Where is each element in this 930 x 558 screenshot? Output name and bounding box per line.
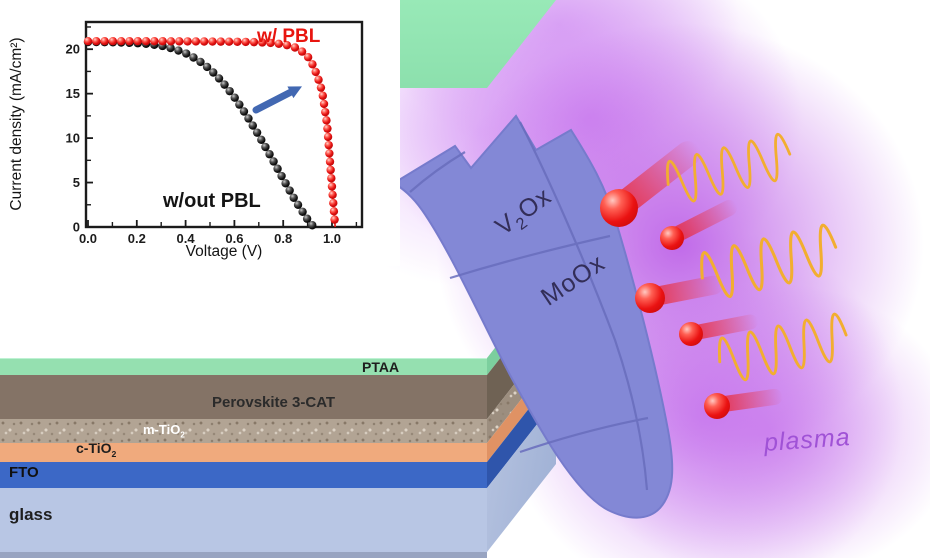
layer-label-ptaa: PTAA xyxy=(362,359,400,375)
plasma-wave-icon xyxy=(717,312,848,382)
layer-ctio2-front xyxy=(0,443,487,462)
layer-label-ctio2: c-TiO2 xyxy=(76,440,117,459)
particle xyxy=(660,226,684,250)
svg-text:0: 0 xyxy=(73,220,80,235)
particle xyxy=(635,283,665,313)
series-label-without-pbl: w/out PBL xyxy=(163,190,261,212)
shield-shape xyxy=(392,114,674,519)
plasma-wave-icon xyxy=(666,132,792,203)
jv-chart-plot: 0.0 0.2 0.4 0.6 0.8 1.0 0 5 10 15 20 xyxy=(66,20,364,246)
layer-label-mtio2: m-TiO2 xyxy=(143,422,185,440)
x-axis-title: Voltage (V) xyxy=(185,243,263,260)
svg-text:0.0: 0.0 xyxy=(79,231,97,246)
svg-text:5: 5 xyxy=(73,175,80,190)
layer-label-fto: FTO xyxy=(9,464,39,481)
svg-text:10: 10 xyxy=(66,131,80,146)
svg-text:1.0: 1.0 xyxy=(323,231,341,246)
layer-perovskite-front xyxy=(0,375,487,419)
series-label-with-pbl: w/ PBL xyxy=(257,26,321,47)
stack-bottom-edge xyxy=(0,552,487,558)
particle xyxy=(600,189,638,227)
plasma-label: plasma xyxy=(763,423,852,457)
svg-text:0.6: 0.6 xyxy=(225,231,243,246)
svg-text:15: 15 xyxy=(66,86,80,101)
barrier-shield xyxy=(392,114,674,519)
svg-text:20: 20 xyxy=(66,42,80,57)
plasma-wave-icon xyxy=(700,223,838,298)
layer-label-perovskite: Perovskite 3-CAT xyxy=(212,394,336,411)
layer-glass-front xyxy=(0,488,487,552)
layer-ptaa-front xyxy=(0,358,487,375)
shield-veins xyxy=(409,121,649,491)
svg-text:0.8: 0.8 xyxy=(274,231,292,246)
layer-label-glass: glass xyxy=(9,505,53,524)
jv-chart: 0.0 0.2 0.4 0.6 0.8 1.0 0 5 10 15 20 Current densi… xyxy=(0,0,400,266)
svg-text:0.4: 0.4 xyxy=(177,231,196,246)
svg-text:0.2: 0.2 xyxy=(128,231,146,246)
particle xyxy=(704,393,730,419)
y-axis-title: Current density (mA/cm²) xyxy=(8,37,25,211)
particle xyxy=(679,322,703,346)
layer-mtio2-front xyxy=(0,419,487,443)
layer-fto-front xyxy=(0,462,487,488)
